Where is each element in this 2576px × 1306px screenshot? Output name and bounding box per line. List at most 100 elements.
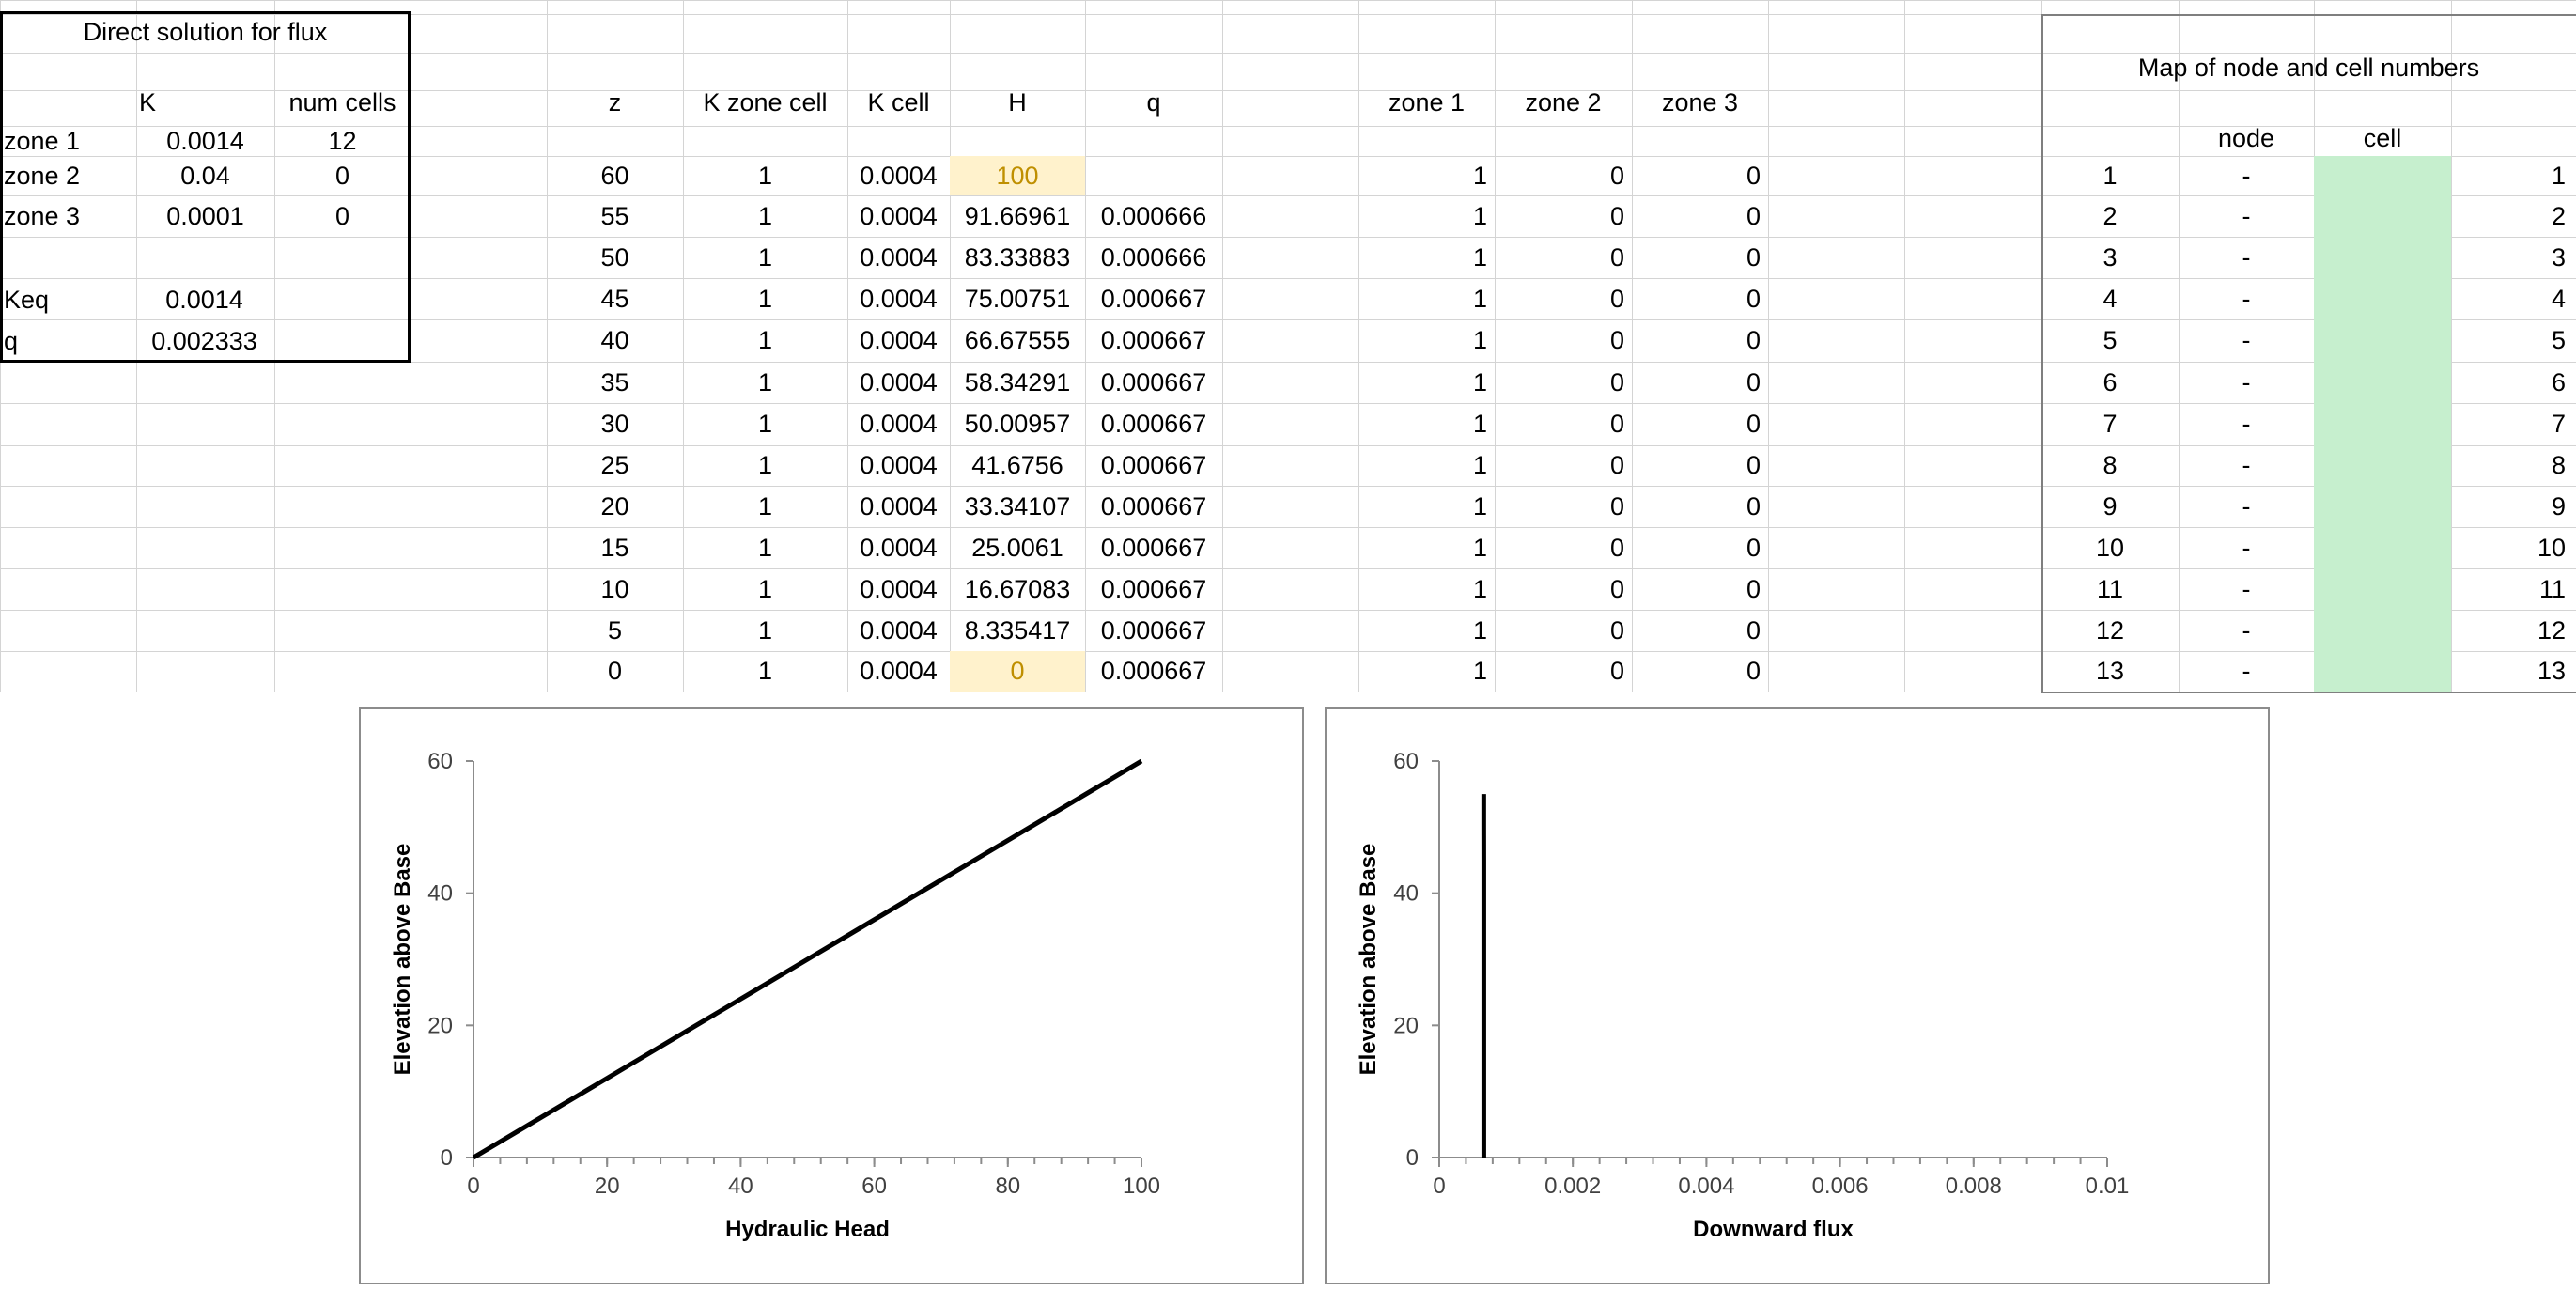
table-cell-zone-1[interactable]: 1 xyxy=(1472,367,1487,396)
table-cell-zone-2[interactable]: 0 xyxy=(1609,615,1624,645)
table-cell-k-cell[interactable]: 0.0004 xyxy=(860,491,938,521)
table-cell-zone-3[interactable]: 0 xyxy=(1746,326,1761,354)
map-cell-node[interactable]: - xyxy=(2242,201,2251,230)
table-cell-k-cell[interactable]: 0.0004 xyxy=(860,326,938,354)
table-cell-k-zone-cell[interactable]: 1 xyxy=(757,657,773,685)
table-cell-h[interactable]: 16.67083 xyxy=(964,574,1071,603)
table-cell-q[interactable]: 0.000667 xyxy=(1100,451,1207,479)
table-cell-zone-2[interactable]: 0 xyxy=(1609,201,1624,230)
table-cell-k-cell[interactable]: 0.0004 xyxy=(860,657,938,685)
table-cell-z[interactable]: 40 xyxy=(600,326,629,354)
table-cell-k-zone-cell[interactable]: 1 xyxy=(757,242,773,272)
table-cell-zone-1[interactable]: 1 xyxy=(1472,161,1487,190)
table-cell-zone-2[interactable]: 0 xyxy=(1609,161,1624,190)
table-cell-k-zone-cell[interactable]: 1 xyxy=(757,284,773,313)
map-cell-number[interactable]: 3 xyxy=(2551,242,2566,272)
map-cell-node[interactable]: - xyxy=(2242,615,2251,645)
map-cell-number[interactable]: 1 xyxy=(2551,161,2566,190)
table-cell-q[interactable]: 0.000667 xyxy=(1100,574,1207,603)
table-cell-z[interactable]: 35 xyxy=(600,367,629,396)
map-cell-node[interactable]: - xyxy=(2242,574,2251,603)
map-cell-number[interactable]: 2 xyxy=(2551,201,2566,230)
table-cell-k-zone-cell[interactable]: 1 xyxy=(757,201,773,230)
map-cell-node[interactable]: - xyxy=(2242,367,2251,396)
table-cell-h[interactable]: 25.0061 xyxy=(971,533,1063,562)
map-cell-node-number[interactable]: 6 xyxy=(2103,367,2118,396)
table-cell-zone-1[interactable]: 1 xyxy=(1472,326,1487,354)
table-cell-q[interactable]: 0.000666 xyxy=(1100,242,1207,272)
map-cell-number[interactable]: 9 xyxy=(2551,491,2566,521)
map-cell-number[interactable]: 5 xyxy=(2551,326,2566,354)
table-cell-zone-3[interactable]: 0 xyxy=(1746,615,1761,645)
keq-value[interactable]: 0.0014 xyxy=(165,286,243,314)
table-cell-k-zone-cell[interactable]: 1 xyxy=(757,615,773,645)
table-cell-z[interactable]: 30 xyxy=(600,410,629,438)
table-cell-k-cell[interactable]: 0.0004 xyxy=(860,451,938,479)
table-cell-zone-3[interactable]: 0 xyxy=(1746,657,1761,685)
table-cell-q[interactable]: 0.000667 xyxy=(1100,284,1207,313)
table-cell-zone-1[interactable]: 1 xyxy=(1472,242,1487,272)
table-cell-z[interactable]: 5 xyxy=(607,615,623,645)
table-cell-k-cell[interactable]: 0.0004 xyxy=(860,284,938,313)
table-cell-k-cell[interactable]: 0.0004 xyxy=(860,367,938,396)
table-cell-zone-1[interactable]: 1 xyxy=(1472,491,1487,521)
table-cell-zone-1[interactable]: 1 xyxy=(1472,284,1487,313)
table-cell-k-cell[interactable]: 0.0004 xyxy=(860,161,938,190)
table-cell-zone-2[interactable]: 0 xyxy=(1609,533,1624,562)
table-cell-zone-3[interactable]: 0 xyxy=(1746,367,1761,396)
map-cell-node[interactable]: - xyxy=(2242,161,2251,190)
table-cell-zone-1[interactable]: 1 xyxy=(1472,533,1487,562)
map-cell-node[interactable]: - xyxy=(2242,491,2251,521)
table-cell-zone-2[interactable]: 0 xyxy=(1609,326,1624,354)
hydraulic-head-chart[interactable]: 0 20 40 60 0 20 40 60 80 100 Hydraulic Head Elevati… xyxy=(359,707,1304,1284)
table-cell-h[interactable]: 8.335417 xyxy=(964,615,1071,645)
map-cell-node-number[interactable]: 3 xyxy=(2103,242,2118,272)
table-cell-zone-1[interactable]: 1 xyxy=(1472,410,1487,438)
table-cell-zone-2[interactable]: 0 xyxy=(1609,657,1624,685)
map-cell-node-number[interactable]: 4 xyxy=(2103,284,2118,313)
map-cell-node-number[interactable]: 8 xyxy=(2103,451,2118,479)
table-cell-h[interactable]: 66.67555 xyxy=(964,326,1071,354)
map-cell-number[interactable]: 10 xyxy=(2537,533,2566,562)
map-cell-node[interactable]: - xyxy=(2242,533,2251,562)
table-cell-zone-3[interactable]: 0 xyxy=(1746,410,1761,438)
table-cell-k-cell[interactable]: 0.0004 xyxy=(860,533,938,562)
map-cell-node-number[interactable]: 12 xyxy=(2095,615,2125,645)
table-cell-h[interactable]: 50.00957 xyxy=(964,410,1071,438)
table-cell-zone-3[interactable]: 0 xyxy=(1746,201,1761,230)
table-cell-zone-3[interactable]: 0 xyxy=(1746,491,1761,521)
table-cell-k-zone-cell[interactable]: 1 xyxy=(757,491,773,521)
table-cell-z[interactable]: 0 xyxy=(607,657,623,685)
downward-flux-chart[interactable]: 0 20 40 60 0 0.002 0.004 0.006 0.008 0.01 Downward… xyxy=(1325,707,2270,1284)
table-cell-q[interactable]: 0.000667 xyxy=(1100,367,1207,396)
table-cell-z[interactable]: 50 xyxy=(600,242,629,272)
table-cell-q[interactable]: 0.000667 xyxy=(1100,615,1207,645)
table-cell-z[interactable]: 10 xyxy=(600,574,629,603)
table-cell-z[interactable]: 60 xyxy=(600,161,629,190)
table-cell-zone-2[interactable]: 0 xyxy=(1609,491,1624,521)
table-cell-h[interactable]: 100 xyxy=(996,161,1039,190)
flux-zone-k[interactable]: 0.0001 xyxy=(166,201,244,230)
map-cell-number[interactable]: 8 xyxy=(2551,451,2566,479)
flux-zone-k[interactable]: 0.04 xyxy=(180,161,230,190)
map-cell-node[interactable]: - xyxy=(2242,657,2251,685)
table-cell-zone-3[interactable]: 0 xyxy=(1746,242,1761,272)
table-cell-zone-2[interactable]: 0 xyxy=(1609,367,1624,396)
table-cell-h[interactable]: 58.34291 xyxy=(964,367,1071,396)
table-cell-zone-1[interactable]: 1 xyxy=(1472,201,1487,230)
table-cell-k-zone-cell[interactable]: 1 xyxy=(757,574,773,603)
table-cell-k-zone-cell[interactable]: 1 xyxy=(757,326,773,354)
table-cell-q[interactable]: 0.000667 xyxy=(1100,533,1207,562)
table-cell-zone-2[interactable]: 0 xyxy=(1609,451,1624,479)
map-cell-node-number[interactable]: 7 xyxy=(2103,410,2118,438)
table-cell-z[interactable]: 45 xyxy=(600,284,629,313)
table-cell-zone-1[interactable]: 1 xyxy=(1472,615,1487,645)
table-cell-k-zone-cell[interactable]: 1 xyxy=(757,410,773,438)
table-cell-zone-2[interactable]: 0 xyxy=(1609,242,1624,272)
table-cell-z[interactable]: 25 xyxy=(600,451,629,479)
table-cell-k-zone-cell[interactable]: 1 xyxy=(757,367,773,396)
flux-zone-num-cells[interactable]: 0 xyxy=(334,201,350,230)
map-cell-node[interactable]: - xyxy=(2242,242,2251,272)
table-cell-h[interactable]: 33.34107 xyxy=(964,491,1071,521)
table-cell-k-cell[interactable]: 0.0004 xyxy=(860,615,938,645)
